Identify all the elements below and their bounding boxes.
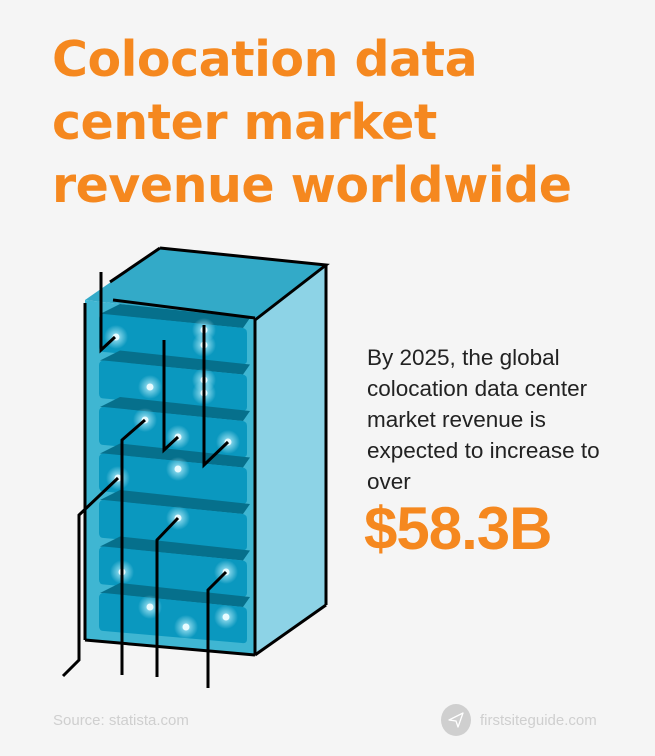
server-unit <box>99 593 247 644</box>
page-title: Colocation data center market revenue wo… <box>52 31 572 214</box>
brand[interactable]: firstsiteguide.com <box>441 704 597 736</box>
led-light <box>222 613 230 621</box>
rack-top <box>85 248 326 320</box>
brand-text: firstsiteguide.com <box>480 711 597 729</box>
server-top <box>100 443 250 468</box>
server-top <box>100 536 250 561</box>
description-text: By 2025, the global colocation data cent… <box>367 345 600 494</box>
server-top <box>100 350 250 375</box>
led-light <box>174 465 182 473</box>
server-unit <box>99 546 247 597</box>
led-light <box>146 603 154 611</box>
highlight-value: $58.3B <box>364 495 552 562</box>
server-rack-illustration <box>61 246 330 688</box>
source-text: Source: statista.com <box>53 712 189 729</box>
led-light <box>146 383 154 391</box>
server-top <box>100 397 250 421</box>
server-top <box>100 490 250 514</box>
server-top <box>100 583 250 607</box>
rack-side <box>255 265 326 655</box>
led-light <box>182 623 190 631</box>
paper-plane-icon <box>441 704 471 736</box>
